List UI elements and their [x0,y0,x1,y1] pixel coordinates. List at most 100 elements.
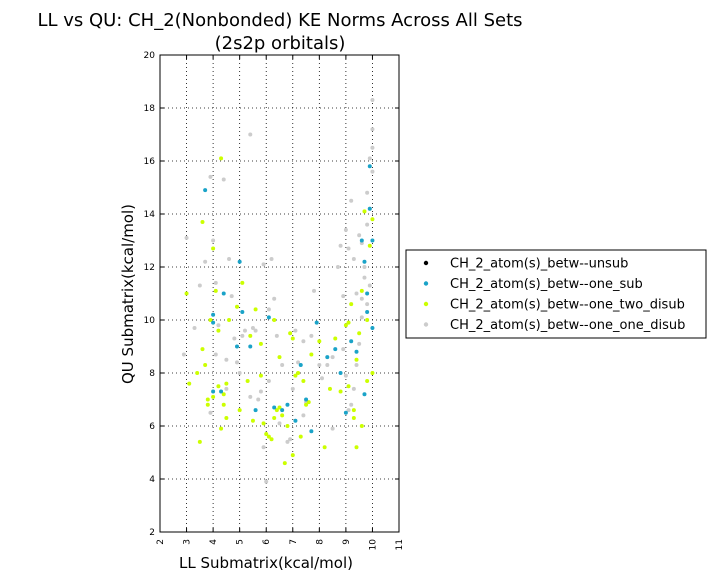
data-point [221,402,226,407]
data-point [298,434,303,439]
data-point [237,259,242,264]
data-point [306,400,311,405]
data-point [221,392,226,397]
data-point [357,233,362,238]
data-point [269,257,274,262]
x-axis-label: LL Submatrix(kcal/mol) [179,554,353,572]
data-point [253,307,258,312]
legend-label: CH_2_atom(s)_betw--one_two_disub [450,298,685,313]
data-point [346,408,351,413]
data-point [266,434,271,439]
y-tick-label: 4 [149,475,155,485]
y-tick-label: 8 [149,369,155,379]
data-point [211,320,216,325]
data-point [224,386,229,391]
legend-marker [423,281,429,286]
data-point [197,283,202,288]
data-point [312,288,317,293]
data-point [365,378,370,383]
legend-label: CH_2_atom(s)_betw--unsub [450,257,628,272]
data-point [319,376,324,381]
data-point [211,394,216,399]
data-point [365,190,370,195]
data-point [203,188,208,193]
data-point [235,360,240,365]
data-point [362,275,367,280]
data-point [330,355,335,360]
data-point [330,426,335,431]
x-tick-label: 7 [289,539,299,545]
x-tick-label: 2 [156,539,166,545]
data-point [216,384,221,389]
data-point [253,328,258,333]
data-point [341,294,346,299]
data-point [354,349,359,354]
data-point [184,291,189,296]
data-point [184,235,189,240]
data-point [362,209,367,214]
data-point [208,318,213,322]
legend-label: CH_2_atom(s)_betw--one_sub [450,277,643,292]
data-point [293,373,298,378]
data-point [205,397,210,402]
data-point [237,371,242,375]
data-point [211,389,216,394]
y-tick-label: 14 [144,210,156,220]
legend-marker [423,260,429,266]
data-point [253,408,258,413]
x-tick-label: 9 [342,539,352,545]
data-point [304,397,309,402]
data-point [256,397,261,402]
data-point [346,246,351,251]
data-point [309,352,314,357]
data-point [266,307,271,312]
grid-lines [160,55,399,532]
data-point [370,145,375,150]
data-point [195,371,200,375]
data-point [224,381,229,386]
legend-marker [423,322,429,327]
data-point [367,206,372,211]
data-point [208,174,213,179]
data-point [205,402,210,407]
data-point [277,355,282,360]
data-point [296,360,301,365]
data-point [370,217,375,222]
data-point [367,243,372,248]
y-tick-label: 10 [144,316,156,326]
y-axis-label: QU Submatrix(kcal/mol) [119,204,137,384]
data-point [203,363,208,368]
data-point [227,318,232,322]
data-point [285,439,290,444]
data-point [290,453,295,458]
data-point [261,445,266,450]
data-point [232,336,237,341]
y-tick-label: 16 [144,157,156,167]
data-point [181,352,186,357]
data-point [240,310,245,315]
data-point [261,421,266,426]
chart-title-line-2: (2s2p orbitals) [215,33,346,54]
data-point [208,410,213,415]
x-tick-label: 10 [368,539,378,551]
data-point [250,418,255,423]
data-point [304,402,309,407]
data-point [200,219,205,224]
data-point [240,333,245,338]
data-point [359,424,364,428]
data-point [359,238,364,243]
data-point [365,291,370,296]
chart-title-line-1: LL vs QU: CH_2(Nonbonded) KE Norms Acros… [37,10,522,31]
data-point [274,333,279,338]
series-1 [203,164,375,434]
data-point [219,389,224,394]
axis-ticks: 2 3 4 5 6 7 8 9 10 11 2 4 6 8 10 12 14 16 18 20 [144,51,405,550]
data-point [354,363,359,368]
data-point [338,389,343,394]
data-point [362,265,367,269]
series-3 [181,98,375,484]
plot-frame [159,54,400,533]
data-point [290,336,295,341]
